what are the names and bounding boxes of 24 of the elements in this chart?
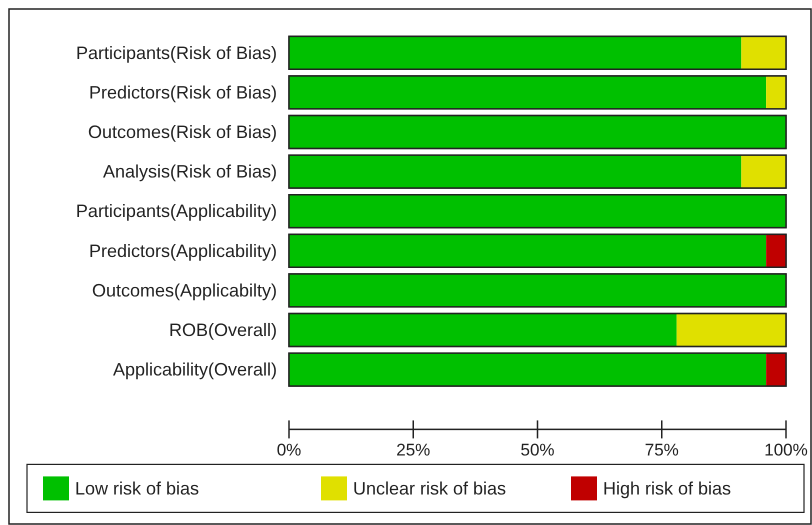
y-tick-label: Participants(Applicability) — [76, 201, 277, 222]
bar — [766, 234, 786, 268]
bar — [741, 36, 786, 70]
bar — [741, 155, 786, 188]
bar — [766, 353, 786, 386]
bar — [289, 314, 677, 346]
bar — [766, 76, 786, 109]
y-tick-label: Predictors(Risk of Bias) — [88, 82, 277, 102]
y-tick-label: Outcomes(Applicabilty) — [92, 280, 277, 300]
x-tick-label: 50% — [520, 440, 555, 460]
y-tick-label: Predictors(Applicability) — [88, 240, 277, 261]
legend-label: Low risk of bias — [75, 478, 200, 498]
legend-label: Unclear risk of bias — [353, 478, 506, 498]
bar — [676, 314, 786, 346]
y-tick-label: ROB(Overall) — [168, 320, 277, 340]
x-tick-label: 75% — [644, 440, 679, 460]
x-tick-label: 0% — [276, 440, 302, 460]
x-tick-label: 100% — [764, 440, 808, 460]
legend-label: High risk of bias — [603, 478, 732, 498]
y-tick-label: Outcomes(Risk of Bias) — [88, 122, 277, 142]
x-tick-label: 25% — [396, 440, 430, 460]
y-tick-label: Analysis(Risk of Bias) — [102, 162, 277, 182]
y-tick-label: Applicability(Overall) — [112, 360, 277, 380]
y-tick-label: Participants(Risk of Bias) — [76, 42, 277, 63]
